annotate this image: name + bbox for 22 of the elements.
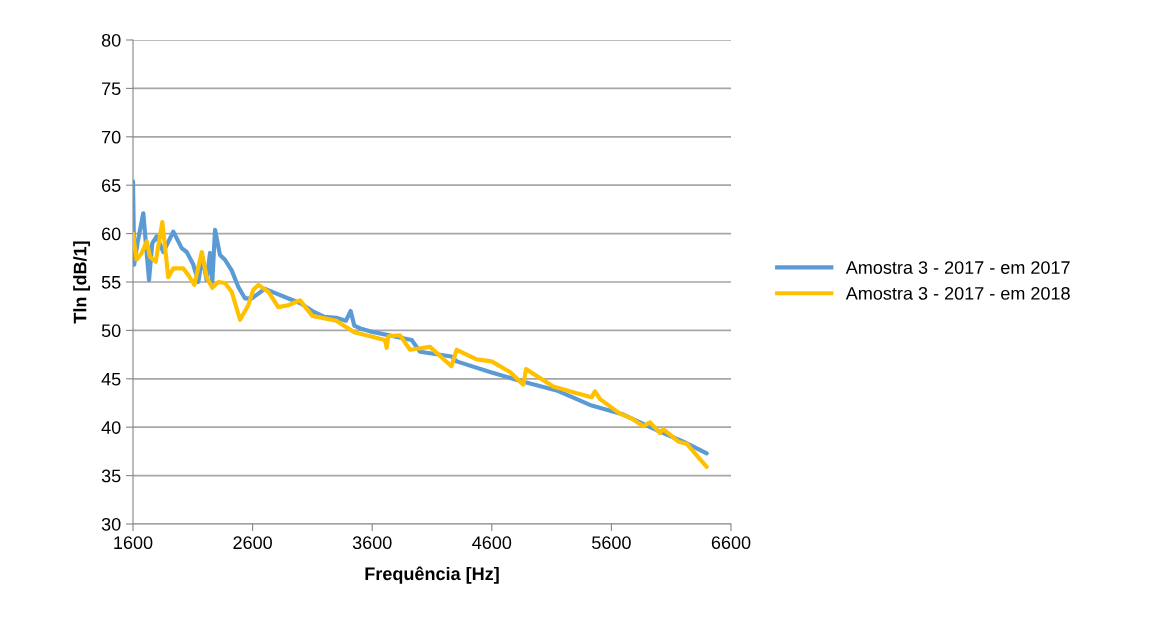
y-tick-label: 60 [102,227,121,241]
legend-label: Amostra 3 - 2017 - em 2018 [845,286,1070,300]
y-tick-label: 80 [101,33,121,47]
y-tick-label: 30 [101,517,121,531]
x-axis-title: Frequência [Hz] [365,566,499,584]
x-tick-label: 2600 [233,536,272,550]
y-tick-label: 45 [101,372,121,386]
y-axis-title: Tln [dB/1] [73,241,90,324]
y-tick-label: 40 [101,421,121,434]
legend-label: Amostra 3 - 2017 - em 2017 [845,261,1070,274]
x-tick-label: 5600 [592,536,631,550]
x-tick-label: 6600 [711,536,751,550]
y-tick-label: 65 [102,179,121,192]
line-series [133,219,709,469]
y-tick-label: 35 [101,469,121,483]
x-tick-label: 1600 [114,536,153,550]
y-tick-label: 70 [102,130,121,144]
y-tick-label: 55 [101,276,121,289]
x-tick-label: 3600 [352,536,392,550]
x-tick-label: 4600 [472,536,512,550]
y-tick-label: 75 [102,82,121,96]
y-tick-label: 50 [101,324,121,338]
